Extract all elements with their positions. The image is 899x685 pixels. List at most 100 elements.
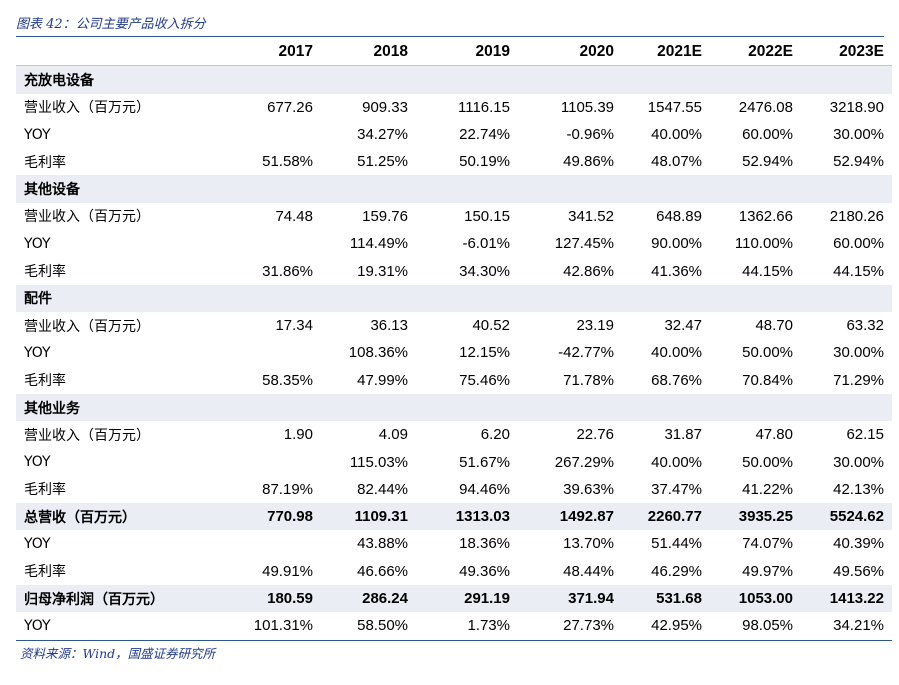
value-cell [321,284,416,312]
table-row: YOY 34.27% 22.74% -0.96% 40.00% 60.00% 30.00% [16,121,892,148]
value-cell: 74.48 [275,207,313,225]
value-cell: 2260.77 [622,503,710,531]
value-cell: 58.50% [321,612,416,641]
value-cell: 44.15% [833,262,884,280]
value-cell: 677.26 [267,98,313,116]
value-cell [801,175,892,203]
value-cell: 42.13% [833,480,884,498]
header-year-2017: 2017 [230,38,321,67]
value-cell: 101.31% [230,612,321,641]
value-cell: 63.32 [846,317,884,335]
row-label: 其他业务 [16,393,230,422]
value-cell [321,65,416,94]
value-cell [710,284,801,312]
table-row: YOY 108.36% 12.15% -42.77% 40.00% 50.00% 30.00… [16,339,892,366]
value-cell: 159.76 [362,207,408,225]
value-cell: 40.00% [651,126,702,144]
value-cell [321,175,416,203]
value-cell: 42.95% [622,612,710,641]
row-label: 营业收入（百万元） [24,209,150,226]
value-cell: 34.30% [459,262,510,280]
row-label: 总营收（百万元） [16,503,230,531]
value-cell: 2476.08 [738,98,793,116]
value-cell: 52.94% [742,153,793,171]
value-cell: 60.00% [833,235,884,253]
value-cell: 49.86% [563,153,614,171]
section-row: 配件 [16,284,892,312]
value-cell: 3935.25 [710,503,801,531]
row-label: 毛利率 [24,482,66,499]
value-cell: 48.44% [563,562,614,580]
value-cell [230,175,321,203]
table-row: 毛利率 51.58% 51.25% 50.19% 49.86% 48.07% 52.94% 5… [16,148,892,175]
row-label: 营业收入（百万元） [24,100,150,117]
value-cell: 48.07% [651,153,702,171]
value-cell: 2180.26 [829,207,884,225]
value-cell [801,284,892,312]
section-row: 其他业务 [16,393,892,422]
value-cell: 48.70 [755,317,793,335]
value-cell: 30.00% [833,453,884,471]
table-row: YOY 115.03% 51.67% 267.29% 40.00% 50.00% 30.00… [16,448,892,475]
value-cell: 1.73% [416,612,518,641]
value-cell: 286.24 [321,584,416,613]
value-cell: 34.27% [357,126,408,144]
value-cell: 51.25% [357,153,408,171]
value-cell: 1.90 [283,426,313,444]
header-year-2020: 2020 [518,38,622,67]
value-cell [230,121,321,148]
value-cell [230,230,321,257]
value-cell: 31.86% [262,262,313,280]
value-cell: 46.29% [651,562,702,580]
row-label: YOY [24,454,51,471]
value-cell: 46.66% [357,562,408,580]
value-cell: 531.68 [622,584,710,613]
value-cell: 1053.00 [710,584,801,613]
figure-caption: 图表 42：公司主要产品收入拆分 [16,17,206,32]
value-cell [416,175,518,203]
value-cell: 71.29% [833,371,884,389]
value-cell: 1413.22 [801,584,892,613]
row-label: 毛利率 [24,373,66,390]
value-cell: 44.15% [742,262,793,280]
value-cell: 90.00% [651,235,702,253]
value-cell: 41.22% [742,480,793,498]
row-label: YOY [24,535,51,552]
value-cell: 51.58% [262,153,313,171]
value-cell: 36.13 [370,317,408,335]
value-cell [518,175,622,203]
table-body: 充放电设备 营业收入（百万元） 677.26 909.33 1116.15 1105.39… [16,65,892,641]
section-row: 其他设备 [16,175,892,203]
value-cell: 12.15% [459,344,510,362]
value-cell [622,65,710,94]
table-header-row: 2017 2018 2019 2020 2021E 2022E 2023E [16,38,892,67]
value-cell: -0.96% [566,126,614,144]
value-cell: 13.70% [563,535,614,553]
source-note: 资料来源：Wind，国盛证券研究所 [20,646,216,661]
header-label-cell [16,38,230,67]
value-cell: 47.99% [357,371,408,389]
value-cell [230,448,321,475]
value-cell [416,284,518,312]
value-cell: 1109.31 [321,503,416,531]
value-cell [230,339,321,366]
table-row: 营业收入（百万元） 677.26 909.33 1116.15 1105.39 1547.… [16,94,892,121]
value-cell: 22.74% [459,126,510,144]
value-cell: 648.89 [656,207,702,225]
value-cell: 291.19 [416,584,518,613]
value-cell: 82.44% [357,480,408,498]
top-rule [16,36,884,37]
table-row: 毛利率 49.91% 46.66% 49.36% 48.44% 46.29% 49.97% 4… [16,558,892,585]
value-cell: 49.97% [742,562,793,580]
value-cell: 47.80 [755,426,793,444]
value-cell: -42.77% [558,344,614,362]
value-cell: 37.47% [651,480,702,498]
value-cell [416,65,518,94]
header-year-2018: 2018 [321,38,416,67]
row-label: YOY [16,612,230,641]
value-cell [416,393,518,422]
value-cell: 23.19 [576,317,614,335]
value-cell: 39.63% [563,480,614,498]
value-cell: 909.33 [362,98,408,116]
value-cell: 51.67% [459,453,510,471]
